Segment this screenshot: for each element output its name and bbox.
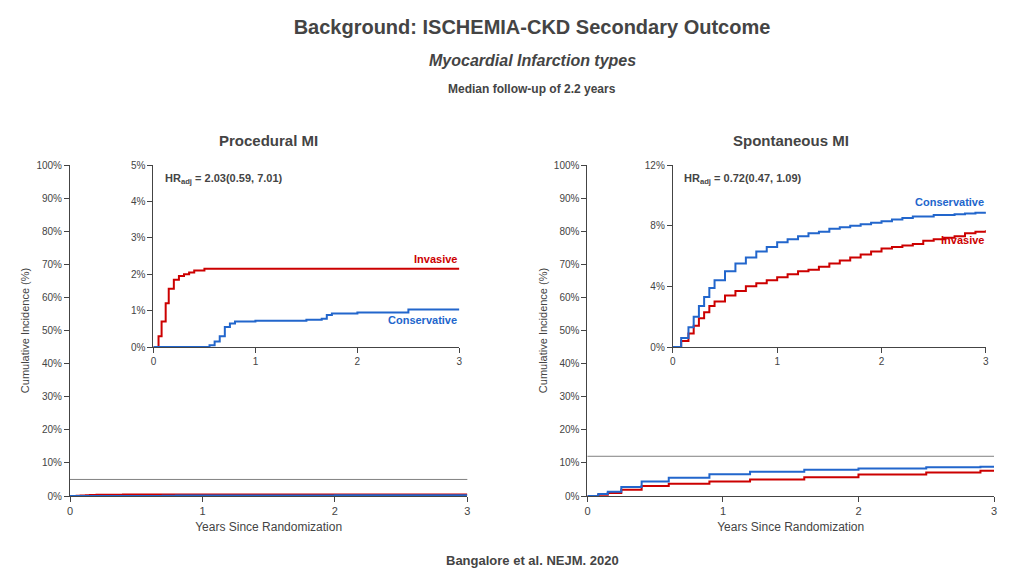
- svg-text:3: 3: [991, 505, 997, 517]
- svg-text:3: 3: [457, 356, 463, 367]
- svg-text:0%: 0%: [565, 491, 580, 502]
- svg-text:Invasive: Invasive: [414, 253, 457, 265]
- svg-text:Invasive: Invasive: [941, 234, 984, 246]
- svg-text:Cumulative Incidence (%): Cumulative Incidence (%): [19, 268, 31, 393]
- svg-text:2%: 2%: [131, 269, 146, 280]
- svg-text:Bangalore et al. NEJM. 2020: Bangalore et al. NEJM. 2020: [446, 553, 619, 568]
- svg-text:4%: 4%: [131, 196, 146, 207]
- svg-text:60%: 60%: [559, 292, 579, 303]
- svg-text:70%: 70%: [42, 259, 62, 270]
- svg-text:4%: 4%: [650, 281, 665, 292]
- svg-text:1: 1: [774, 356, 780, 367]
- svg-text:Spontaneous MI: Spontaneous MI: [733, 132, 849, 149]
- svg-text:0: 0: [67, 505, 73, 517]
- svg-text:20%: 20%: [42, 424, 62, 435]
- svg-text:0%: 0%: [131, 342, 146, 353]
- svg-text:2: 2: [355, 356, 361, 367]
- svg-text:Conservative: Conservative: [388, 314, 457, 326]
- svg-text:8%: 8%: [650, 220, 665, 231]
- svg-text:100%: 100%: [36, 160, 62, 171]
- svg-text:1: 1: [199, 505, 205, 517]
- svg-text:100%: 100%: [554, 160, 580, 171]
- svg-text:Years Since Randomization: Years Since Randomization: [717, 520, 864, 534]
- svg-text:0%: 0%: [48, 491, 63, 502]
- svg-text:50%: 50%: [559, 325, 579, 336]
- svg-text:40%: 40%: [559, 358, 579, 369]
- svg-text:3: 3: [983, 356, 989, 367]
- svg-text:0: 0: [584, 505, 590, 517]
- svg-text:50%: 50%: [42, 325, 62, 336]
- svg-text:Background: ISCHEMIA-CKD Secon: Background: ISCHEMIA-CKD Secondary Outco…: [294, 16, 771, 38]
- svg-text:1: 1: [253, 356, 259, 367]
- svg-text:Myocardial Infarction types: Myocardial Infarction types: [429, 52, 636, 69]
- svg-text:0: 0: [151, 356, 157, 367]
- svg-text:HR​adj​ = 0.72(0.47, 1.09): HR​adj​ = 0.72(0.47, 1.09): [684, 172, 802, 186]
- svg-text:Cumulative Incidence (%): Cumulative Incidence (%): [537, 268, 549, 393]
- svg-text:90%: 90%: [42, 193, 62, 204]
- svg-text:80%: 80%: [42, 226, 62, 237]
- svg-text:5%: 5%: [131, 160, 146, 171]
- svg-text:70%: 70%: [559, 259, 579, 270]
- svg-text:10%: 10%: [559, 457, 579, 468]
- svg-text:10%: 10%: [42, 457, 62, 468]
- svg-text:1: 1: [720, 505, 726, 517]
- svg-text:Procedural MI: Procedural MI: [219, 132, 318, 149]
- svg-text:3%: 3%: [131, 232, 146, 243]
- svg-text:30%: 30%: [559, 391, 579, 402]
- svg-text:3: 3: [464, 505, 470, 517]
- svg-text:0%: 0%: [650, 342, 665, 353]
- svg-text:20%: 20%: [559, 424, 579, 435]
- svg-text:2: 2: [879, 356, 885, 367]
- svg-text:Years Since Randomization: Years Since Randomization: [195, 520, 342, 534]
- svg-text:60%: 60%: [42, 292, 62, 303]
- svg-text:Median follow-up of 2.2 years: Median follow-up of 2.2 years: [448, 82, 616, 96]
- svg-text:1%: 1%: [131, 305, 146, 316]
- svg-text:40%: 40%: [42, 358, 62, 369]
- svg-text:2: 2: [332, 505, 338, 517]
- svg-text:30%: 30%: [42, 391, 62, 402]
- svg-text:2: 2: [855, 505, 861, 517]
- svg-text:12%: 12%: [645, 160, 665, 171]
- svg-text:80%: 80%: [559, 226, 579, 237]
- svg-text:0: 0: [670, 356, 676, 367]
- svg-text:90%: 90%: [559, 193, 579, 204]
- svg-text:HR​adj​ = 2.03(0.59, 7.01): HR​adj​ = 2.03(0.59, 7.01): [165, 172, 283, 186]
- svg-text:Conservative: Conservative: [915, 196, 984, 208]
